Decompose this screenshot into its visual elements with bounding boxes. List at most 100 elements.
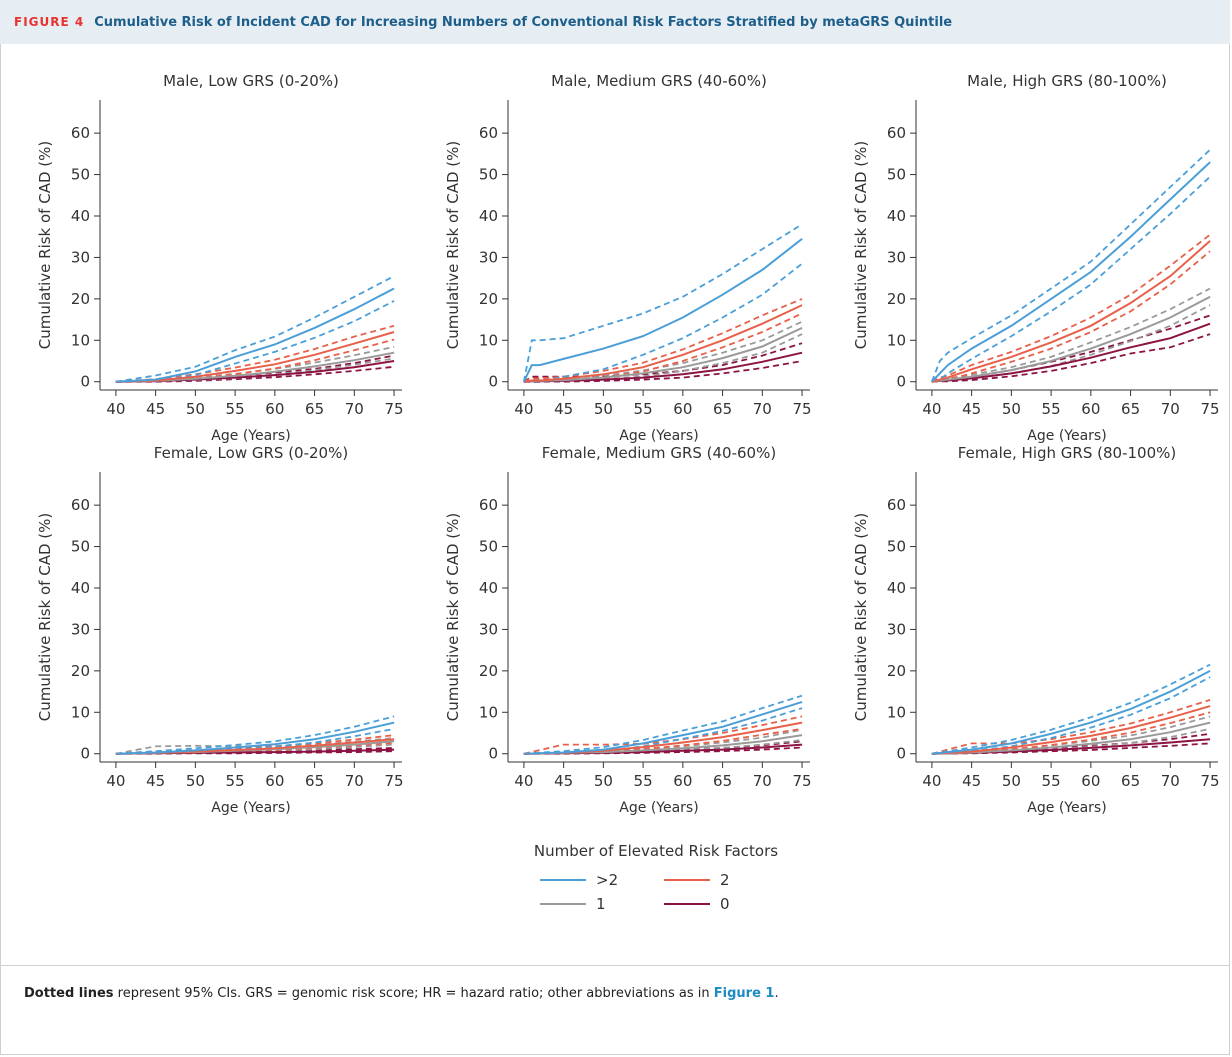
series-ci-upper bbox=[931, 732, 1211, 755]
x-tick-label: 50 bbox=[1002, 772, 1021, 790]
chart-title: Female, High GRS (80-100%) bbox=[958, 444, 1176, 462]
chart-panel-1: Male, Low GRS (0-20%) 0 10 20 30 40 50 60 40 45 50… bbox=[36, 72, 404, 444]
x-tick-label: 65 bbox=[1121, 400, 1140, 418]
chart-title: Female, Medium GRS (40-60%) bbox=[542, 444, 776, 462]
x-tick-label: 70 bbox=[753, 400, 772, 418]
series-ci-upper bbox=[523, 715, 803, 755]
chart-panel-6: Female, High GRS (80-100%) 0 10 20 30 40 50 60 4… bbox=[852, 444, 1220, 816]
x-tick-label: 55 bbox=[1042, 400, 1061, 418]
x-tick-label: 75 bbox=[1201, 772, 1220, 790]
y-tick-label: 0 bbox=[80, 373, 90, 391]
chart-panel-2: Male, Medium GRS (40-60%) 0 10 20 30 40 50 60 40… bbox=[444, 72, 812, 444]
x-tick-label: 55 bbox=[226, 772, 245, 790]
x-tick-label: 50 bbox=[594, 400, 613, 418]
x-tick-label: 45 bbox=[962, 772, 981, 790]
series-ci-lower bbox=[523, 707, 803, 755]
series-ci-upper bbox=[931, 699, 1211, 755]
x-tick-label: 40 bbox=[514, 772, 533, 790]
series-ci-upper bbox=[931, 149, 1211, 383]
x-tick-label: 70 bbox=[345, 772, 364, 790]
legend-entry-label: 1 bbox=[596, 895, 606, 913]
y-tick-label: 0 bbox=[488, 373, 498, 391]
series-ci-lower bbox=[115, 338, 395, 383]
y-tick-label: 50 bbox=[887, 538, 906, 556]
series-line bbox=[931, 721, 1211, 755]
y-tick-label: 10 bbox=[887, 331, 906, 349]
x-tick-label: 75 bbox=[793, 772, 812, 790]
y-tick-label: 50 bbox=[887, 166, 906, 184]
y-tick-label: 50 bbox=[71, 538, 90, 556]
y-tick-label: 30 bbox=[887, 620, 906, 638]
series-ci-lower bbox=[931, 711, 1211, 755]
series-ci-upper bbox=[115, 275, 395, 383]
series-ci-lower bbox=[115, 750, 395, 755]
series-ci-lower bbox=[931, 175, 1211, 383]
series-line bbox=[931, 240, 1211, 383]
series-ci-lower bbox=[931, 728, 1211, 755]
series-line bbox=[523, 304, 803, 383]
y-tick-label: 20 bbox=[479, 662, 498, 680]
x-tick-label: 45 bbox=[554, 400, 573, 418]
series-line bbox=[115, 721, 395, 755]
x-tick-label: 60 bbox=[265, 400, 284, 418]
y-tick-label: 0 bbox=[896, 745, 906, 763]
y-tick-label: 10 bbox=[71, 331, 90, 349]
legend: Number of Elevated Risk Factors >2 2 1 0 bbox=[534, 842, 778, 913]
series-ci-upper bbox=[931, 715, 1211, 755]
legend-entry-label: 2 bbox=[720, 871, 730, 889]
x-tick-label: 40 bbox=[922, 400, 941, 418]
y-axis-label: Cumulative Risk of CAD (%) bbox=[444, 513, 462, 721]
y-tick-label: 60 bbox=[71, 124, 90, 142]
x-tick-label: 65 bbox=[713, 772, 732, 790]
y-tick-label: 20 bbox=[71, 290, 90, 308]
y-tick-label: 40 bbox=[71, 579, 90, 597]
y-tick-label: 40 bbox=[479, 579, 498, 597]
footnote-text: represent 95% CIs. GRS = genomic risk sc… bbox=[113, 986, 714, 1001]
x-tick-label: 40 bbox=[106, 772, 125, 790]
y-tick-label: 0 bbox=[896, 373, 906, 391]
figure-label: FIGURE 4 bbox=[14, 15, 85, 29]
y-axis-label: Cumulative Risk of CAD (%) bbox=[36, 141, 54, 349]
x-tick-label: 70 bbox=[753, 772, 772, 790]
x-tick-label: 45 bbox=[146, 772, 165, 790]
series-ci-upper bbox=[115, 747, 395, 755]
x-tick-label: 50 bbox=[186, 400, 205, 418]
x-tick-label: 60 bbox=[1081, 400, 1100, 418]
x-axis-label: Age (Years) bbox=[619, 428, 698, 444]
y-tick-label: 10 bbox=[887, 703, 906, 721]
y-tick-label: 10 bbox=[479, 703, 498, 721]
x-tick-label: 55 bbox=[634, 772, 653, 790]
chart-title: Male, High GRS (80-100%) bbox=[967, 72, 1167, 90]
series-ci-lower bbox=[523, 739, 803, 755]
x-tick-label: 55 bbox=[634, 400, 653, 418]
y-axis-label: Cumulative Risk of CAD (%) bbox=[852, 141, 870, 349]
chart-panel-3: Male, High GRS (80-100%) 0 10 20 30 40 50 60 40 4… bbox=[852, 72, 1220, 444]
figure-1-link[interactable]: Figure 1 bbox=[713, 986, 775, 1001]
series-ci-lower bbox=[523, 262, 803, 383]
x-tick-label: 60 bbox=[673, 400, 692, 418]
x-tick-label: 50 bbox=[1002, 400, 1021, 418]
series-ci-lower bbox=[115, 365, 395, 383]
series-line bbox=[931, 670, 1211, 755]
x-tick-label: 45 bbox=[962, 400, 981, 418]
x-axis-label: Age (Years) bbox=[1027, 800, 1106, 816]
x-tick-label: 75 bbox=[385, 772, 404, 790]
series-ci-lower bbox=[115, 728, 395, 755]
y-tick-label: 20 bbox=[887, 290, 906, 308]
series-ci-upper bbox=[115, 354, 395, 383]
y-tick-label: 60 bbox=[479, 124, 498, 142]
series-ci-upper bbox=[931, 663, 1211, 755]
y-tick-label: 50 bbox=[479, 538, 498, 556]
legend-entry-label: 0 bbox=[720, 895, 730, 913]
series-ci-lower bbox=[115, 357, 395, 383]
x-tick-label: 60 bbox=[1081, 772, 1100, 790]
footnote-bold: Dotted lines bbox=[24, 986, 114, 1001]
y-tick-label: 30 bbox=[479, 248, 498, 266]
figure-footnote: Dotted lines represent 95% CIs. GRS = ge… bbox=[24, 986, 779, 1001]
series-ci-lower bbox=[931, 676, 1211, 755]
x-tick-label: 65 bbox=[305, 772, 324, 790]
x-tick-label: 75 bbox=[793, 400, 812, 418]
y-tick-label: 40 bbox=[887, 579, 906, 597]
series-ci-upper bbox=[523, 728, 803, 755]
